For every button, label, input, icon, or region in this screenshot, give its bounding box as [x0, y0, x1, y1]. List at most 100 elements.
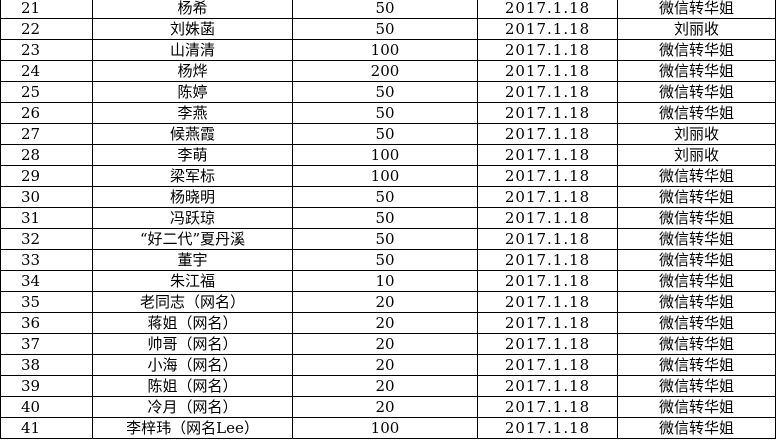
- row-number: 21: [0, 0, 93, 19]
- date: 2017.1.18: [477, 228, 618, 250]
- amount: 20: [292, 291, 478, 313]
- amount: 50: [292, 186, 478, 208]
- amount: 50: [292, 0, 478, 19]
- payment-note: 微信转华姐: [617, 0, 776, 19]
- row-number: 35: [0, 291, 93, 313]
- date: 2017.1.18: [477, 144, 618, 166]
- row-number: 25: [0, 81, 93, 103]
- payment-note: 微信转华姐: [617, 81, 776, 103]
- payment-note: 微信转华姐: [617, 186, 776, 208]
- date: 2017.1.18: [477, 291, 618, 313]
- table-row: 39 陈姐（网名） 20 2017.1.18 微信转华姐: [0, 375, 776, 397]
- donor-name: 老同志（网名）: [92, 291, 293, 313]
- payment-note: 微信转华姐: [617, 333, 776, 355]
- table-row: 36 蒋姐（网名） 20 2017.1.18 微信转华姐: [0, 312, 776, 334]
- amount: 20: [292, 354, 478, 376]
- payment-note: 微信转华姐: [617, 60, 776, 82]
- date: 2017.1.18: [477, 207, 618, 229]
- donor-name: 杨烨: [92, 60, 293, 82]
- table-row: 37 帅哥（网名） 20 2017.1.18 微信转华姐: [0, 333, 776, 355]
- payment-note: 微信转华姐: [617, 375, 776, 397]
- amount: 20: [292, 312, 478, 334]
- amount: 20: [292, 333, 478, 355]
- payment-note: 微信转华姐: [617, 417, 776, 439]
- row-number: 26: [0, 102, 93, 124]
- table-row: 21 杨希 50 2017.1.18 微信转华姐: [0, 0, 776, 19]
- date: 2017.1.18: [477, 102, 618, 124]
- amount: 50: [292, 102, 478, 124]
- payment-note: 微信转华姐: [617, 165, 776, 187]
- donor-name: 冷月（网名）: [92, 396, 293, 418]
- row-number: 37: [0, 333, 93, 355]
- payment-note: 微信转华姐: [617, 270, 776, 292]
- table-row: 33 董宇 50 2017.1.18 微信转华姐: [0, 249, 776, 271]
- donor-name: 小海（网名）: [92, 354, 293, 376]
- amount: 20: [292, 396, 478, 418]
- donor-name: 刘姝菡: [92, 18, 293, 40]
- payment-note: 微信转华姐: [617, 396, 776, 418]
- date: 2017.1.18: [477, 165, 618, 187]
- table-row: 30 杨晓明 50 2017.1.18 微信转华姐: [0, 186, 776, 208]
- row-number: 28: [0, 144, 93, 166]
- row-number: 39: [0, 375, 93, 397]
- donor-name: 冯跃琼: [92, 207, 293, 229]
- row-number: 31: [0, 207, 93, 229]
- table-row: 35 老同志（网名） 20 2017.1.18 微信转华姐: [0, 291, 776, 313]
- date: 2017.1.18: [477, 375, 618, 397]
- amount: 50: [292, 228, 478, 250]
- donor-name: 候燕霞: [92, 123, 293, 145]
- table-row: 29 梁军标 100 2017.1.18 微信转华姐: [0, 165, 776, 187]
- donor-name: 杨晓明: [92, 186, 293, 208]
- row-number: 22: [0, 18, 93, 40]
- payment-note: 微信转华姐: [617, 39, 776, 61]
- payment-note: 微信转华姐: [617, 312, 776, 334]
- row-number: 36: [0, 312, 93, 334]
- amount: 200: [292, 60, 478, 82]
- date: 2017.1.18: [477, 18, 618, 40]
- table-row: 28 李萌 100 2017.1.18 刘丽收: [0, 144, 776, 166]
- donor-name: 蒋姐（网名）: [92, 312, 293, 334]
- row-number: 41: [0, 417, 93, 439]
- date: 2017.1.18: [477, 186, 618, 208]
- amount: 50: [292, 81, 478, 103]
- row-number: 24: [0, 60, 93, 82]
- row-number: 27: [0, 123, 93, 145]
- table-row: 22 刘姝菡 50 2017.1.18 刘丽收: [0, 18, 776, 40]
- row-number: 33: [0, 249, 93, 271]
- table-row: 25 陈婷 50 2017.1.18 微信转华姐: [0, 81, 776, 103]
- donor-name: 李梓玮（网名Lee）: [92, 417, 293, 439]
- row-number: 23: [0, 39, 93, 61]
- donor-name: 陈姐（网名）: [92, 375, 293, 397]
- donor-name: 梁军标: [92, 165, 293, 187]
- row-number: 34: [0, 270, 93, 292]
- amount: 100: [292, 417, 478, 439]
- date: 2017.1.18: [477, 249, 618, 271]
- amount: 100: [292, 144, 478, 166]
- amount: 50: [292, 123, 478, 145]
- date: 2017.1.18: [477, 270, 618, 292]
- donor-name: 山清清: [92, 39, 293, 61]
- date: 2017.1.18: [477, 39, 618, 61]
- amount: 50: [292, 18, 478, 40]
- donor-name: 杨希: [92, 0, 293, 19]
- donor-name: 帅哥（网名）: [92, 333, 293, 355]
- amount: 50: [292, 249, 478, 271]
- row-number: 38: [0, 354, 93, 376]
- payment-note: 微信转华姐: [617, 207, 776, 229]
- payment-note: 微信转华姐: [617, 228, 776, 250]
- payment-note: 微信转华姐: [617, 291, 776, 313]
- date: 2017.1.18: [477, 396, 618, 418]
- payment-note: 微信转华姐: [617, 102, 776, 124]
- table-row: 27 候燕霞 50 2017.1.18 刘丽收: [0, 123, 776, 145]
- date: 2017.1.18: [477, 312, 618, 334]
- payment-note: 刘丽收: [617, 144, 776, 166]
- row-number: 32: [0, 228, 93, 250]
- donor-name: 李燕: [92, 102, 293, 124]
- table-row: 32 “好二代”夏丹溪 50 2017.1.18 微信转华姐: [0, 228, 776, 250]
- amount: 100: [292, 39, 478, 61]
- donor-name: 李萌: [92, 144, 293, 166]
- amount: 20: [292, 375, 478, 397]
- donor-name: 董宇: [92, 249, 293, 271]
